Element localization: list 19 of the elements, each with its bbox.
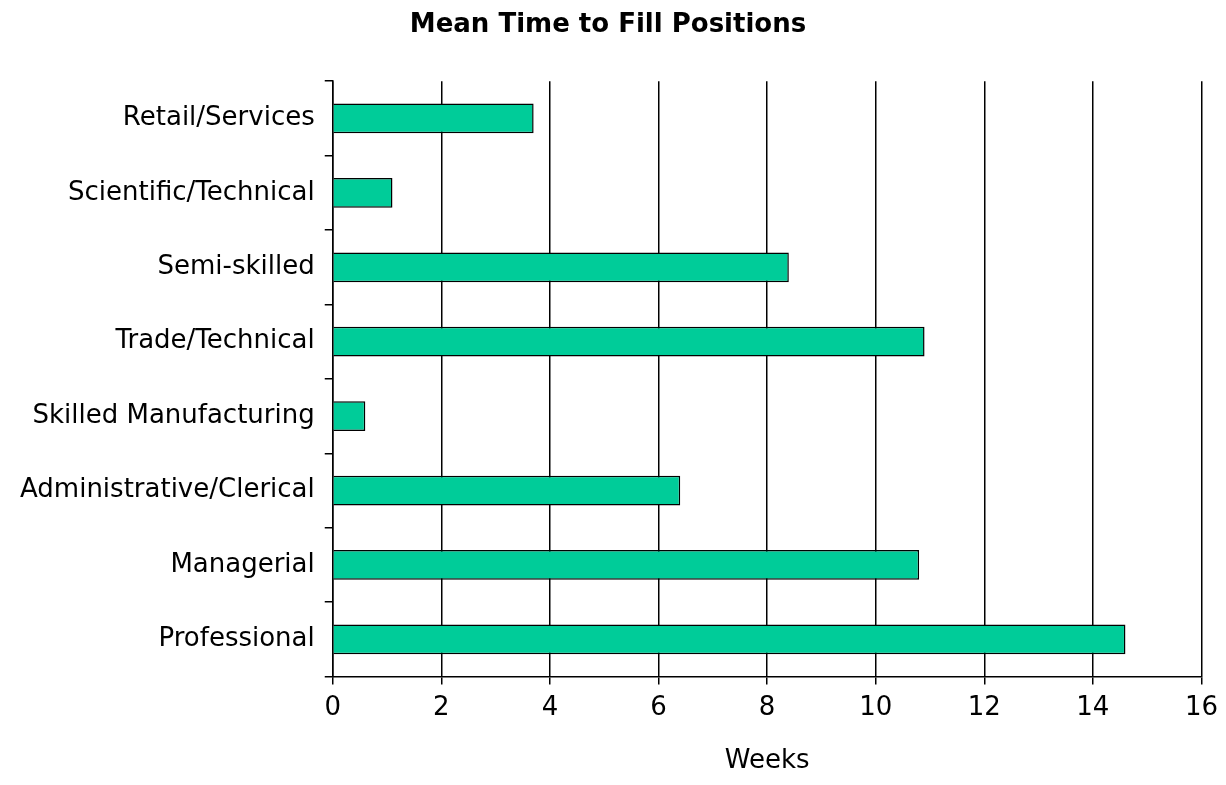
x-axis-title: Weeks — [724, 744, 810, 775]
y-tick-label: Retail/Services — [122, 101, 315, 132]
x-tick-label: 10 — [859, 690, 893, 721]
x-tick-label: 0 — [324, 690, 342, 721]
y-tick-label: Scientific/Technical — [68, 175, 315, 206]
x-tick-label: 12 — [967, 690, 1001, 721]
x-tick-label: 14 — [1076, 690, 1110, 721]
y-tick-label: Trade/Technical — [114, 324, 315, 355]
x-tick-label: 2 — [433, 690, 450, 721]
x-tick-label: 4 — [541, 690, 559, 721]
x-tick-label: 16 — [1184, 690, 1218, 721]
chart-title: Mean Time to Fill Positions — [409, 8, 807, 39]
y-tick-label: Semi-skilled — [157, 250, 315, 281]
y-tick-label: Skilled Manufacturing — [32, 398, 315, 429]
y-tick-label: Managerial — [170, 547, 315, 578]
x-tick-label: 6 — [650, 690, 667, 721]
y-tick-label: Administrative/Clerical — [20, 473, 315, 504]
y-tick-label: Professional — [158, 622, 315, 653]
x-tick-label: 8 — [758, 690, 776, 721]
